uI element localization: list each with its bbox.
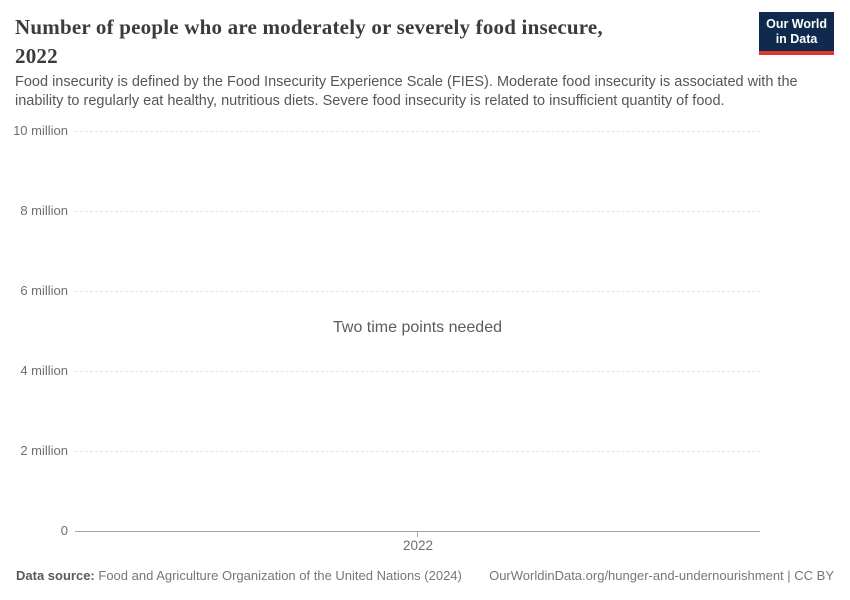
x-axis-tick (417, 532, 418, 537)
y-axis-tick-label: 4 million (20, 363, 68, 378)
data-source: Data source: Food and Agriculture Organi… (16, 568, 462, 584)
chart-footer: Data source: Food and Agriculture Organi… (16, 568, 834, 584)
y-gridline (75, 371, 760, 372)
y-axis-tick-label: 2 million (20, 443, 68, 458)
y-axis-tick-label: 10 million (13, 123, 68, 138)
chart-title: Number of people who are moderately or s… (15, 13, 715, 71)
chart-subtitle: Food insecurity is defined by the Food I… (15, 74, 798, 109)
data-source-value: Food and Agriculture Organization of the… (98, 568, 462, 583)
chart-title-line2: 2022 (15, 44, 58, 68)
chart-title-line1: Number of people who are moderately or s… (15, 15, 603, 39)
empty-chart-message: Two time points needed (333, 319, 502, 336)
y-axis-tick-label: 8 million (20, 203, 68, 218)
owid-logo-line2: in Data (775, 32, 818, 46)
plot-area: 0 2 million 4 million 6 million 8 million 10 … (0, 123, 850, 561)
attribution: OurWorldinData.org/hunger-and-undernouri… (489, 568, 834, 583)
y-gridline (75, 291, 760, 292)
x-axis-tick-label: 2022 (402, 538, 434, 553)
y-axis-tick-label: 6 million (20, 283, 68, 298)
owid-logo-line1: Our World (766, 17, 827, 31)
data-source-label: Data source: (16, 568, 95, 583)
y-gridline (75, 131, 760, 132)
owid-logo: Our World in Data (759, 12, 834, 55)
y-axis-tick-label: 0 (60, 523, 68, 538)
y-gridline (75, 451, 760, 452)
x-axis-line (75, 531, 760, 532)
y-gridline (75, 211, 760, 212)
